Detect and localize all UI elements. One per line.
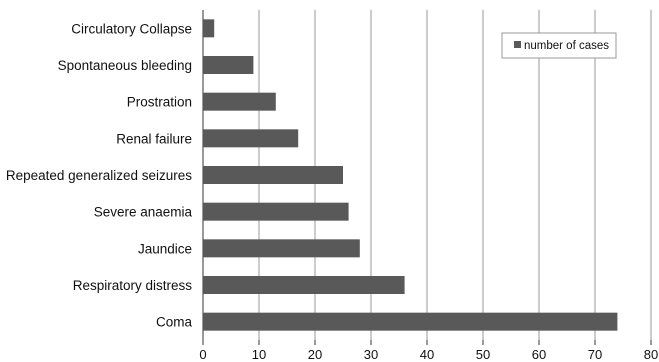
- bar: [203, 202, 349, 221]
- legend: number of cases: [501, 32, 617, 59]
- bar: [203, 56, 254, 74]
- category-label: Severe anaemia: [94, 205, 193, 220]
- x-tick-label: 50: [476, 347, 490, 362]
- legend-swatch: [514, 41, 521, 48]
- category-label: Renal failure: [116, 131, 192, 146]
- category-label: Respiratory distress: [73, 278, 193, 293]
- x-tick-label: 30: [364, 347, 378, 362]
- category-label: Spontaneous bleeding: [58, 58, 192, 73]
- legend-box: [501, 32, 617, 59]
- x-tick-label: 0: [199, 347, 206, 362]
- category-label: Jaundice: [138, 241, 192, 256]
- bar: [203, 19, 215, 38]
- bar: [203, 166, 343, 184]
- bar: [203, 276, 405, 294]
- bars: [203, 19, 618, 331]
- x-tick-label: 40: [420, 347, 434, 362]
- category-label: Coma: [156, 315, 193, 330]
- bar: [203, 92, 276, 111]
- x-tick-label: 10: [252, 347, 266, 362]
- bar: [203, 239, 360, 258]
- x-tick-label: 60: [532, 347, 546, 362]
- category-label: Circulatory Collapse: [71, 21, 192, 36]
- category-label: Prostration: [127, 95, 192, 110]
- bar: [203, 129, 299, 148]
- category-labels: Circulatory Collapse Spontaneous bleeding…: [6, 21, 193, 329]
- x-tick-label: 70: [588, 347, 602, 362]
- category-label: Repeated generalized seizures: [6, 168, 192, 183]
- x-tick-labels: 0 10 20 30 40 50 60 70 80: [199, 347, 658, 362]
- x-tick-label: 80: [644, 347, 658, 362]
- legend-label: number of cases: [524, 40, 609, 52]
- x-tick-label: 20: [308, 347, 322, 362]
- bar: [203, 312, 618, 331]
